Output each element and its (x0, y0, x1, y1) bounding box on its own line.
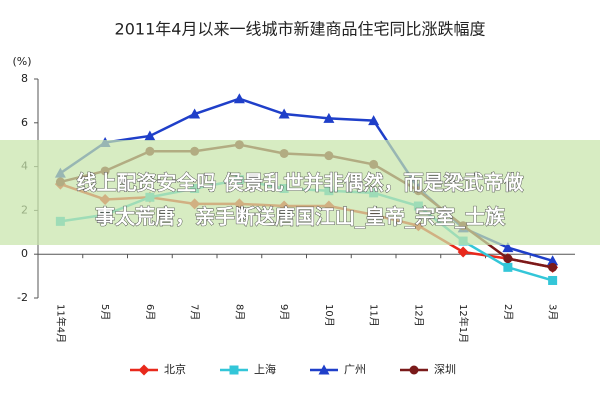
marker (323, 112, 335, 123)
x-tick-label: 2月 (502, 304, 514, 320)
marker (547, 255, 559, 266)
marker (502, 242, 514, 253)
x-tick-label: 12月 (412, 304, 424, 327)
y-tick-label: 8 (21, 72, 28, 85)
y-tick-label: -2 (17, 291, 28, 304)
x-tick-label: 5月 (99, 304, 111, 320)
legend-label: 广州 (344, 363, 366, 376)
marker (138, 364, 150, 376)
x-tick-label: 10月 (323, 304, 335, 327)
marker (548, 275, 558, 285)
banner-background (0, 140, 600, 245)
x-tick-label: 7月 (189, 304, 201, 320)
y-axis-label: (%) (12, 55, 31, 68)
marker (144, 130, 156, 141)
marker (278, 108, 290, 119)
legend-label: 上海 (254, 362, 276, 376)
banner-text: 事太荒唐，亲手断送唐国江山_皇帝_宗室_士族 (95, 205, 506, 229)
marker (229, 365, 239, 375)
chart-title: 2011年4月以来一线城市新建商品住宅同比涨跌幅度 (115, 20, 486, 39)
banner: 线上配资安全吗 侯景乱世并非偶然，而是梁武帝做事太荒唐，亲手断送唐国江山_皇帝_… (0, 140, 600, 245)
marker (233, 93, 245, 104)
marker (189, 108, 201, 119)
legend-label: 深圳 (434, 363, 456, 376)
x-tick-label: 11年4月 (54, 304, 67, 343)
marker (503, 254, 513, 264)
x-tick-label: 11月 (368, 304, 380, 327)
marker (548, 262, 558, 272)
y-tick-label: 6 (21, 116, 28, 129)
x-tick-label: 6月 (144, 304, 156, 320)
banner-text: 线上配资安全吗 侯景乱世并非偶然，而是梁武帝做 (77, 171, 525, 195)
y-tick-label: 0 (21, 247, 28, 260)
legend-label: 北京 (164, 362, 186, 376)
x-tick-label: 12年1月 (457, 304, 470, 343)
marker (503, 262, 513, 272)
marker (457, 246, 469, 258)
x-tick-label: 9月 (278, 304, 290, 320)
x-tick-label: 8月 (233, 304, 245, 320)
marker (409, 365, 419, 375)
x-tick-label: 3月 (547, 304, 559, 320)
marker (318, 364, 330, 375)
marker (368, 115, 380, 126)
